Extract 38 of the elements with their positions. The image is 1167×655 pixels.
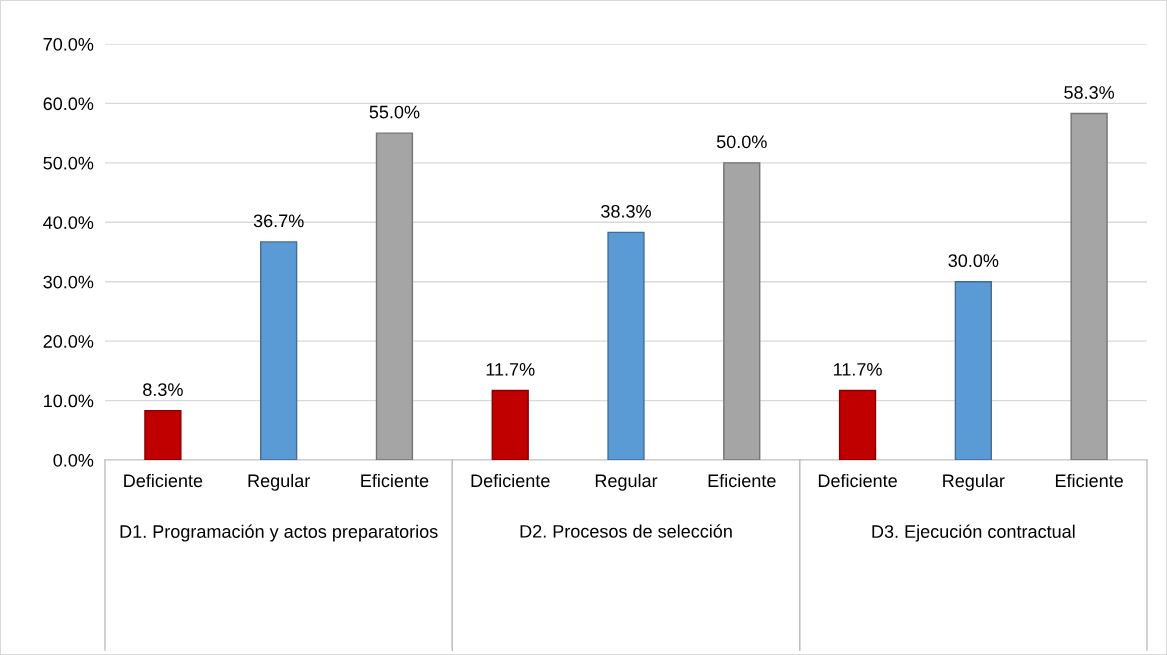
x-tick-label: Eficiente — [708, 473, 776, 488]
y-tick-label: 30.0% — [43, 275, 94, 289]
x-tick-label: Regular — [248, 473, 310, 491]
data-label: 36.7% — [253, 214, 304, 228]
x-tick-label: Deficiente — [471, 473, 550, 488]
bar — [491, 389, 529, 460]
bar — [954, 281, 992, 460]
x-tick-label: Regular — [595, 473, 658, 491]
text: D2. Procesos de selección — [520, 524, 732, 538]
x-tick-label: Eficiente — [1055, 473, 1123, 488]
bar — [723, 162, 761, 460]
y-tick-label: 20.0% — [43, 335, 94, 348]
data-label: 11.7% — [486, 363, 535, 376]
y-tick-label: 0.0% — [53, 453, 94, 467]
bar — [607, 231, 645, 460]
y-tick-label: 40.0% — [43, 216, 94, 230]
data-label: 38.3% — [601, 204, 651, 218]
text: D1. Programación y actos preparatorios — [120, 524, 438, 542]
data-label: 58.3% — [1064, 86, 1115, 99]
y-tick-label: 60.0% — [43, 97, 94, 111]
data-label: 8.3% — [143, 383, 183, 396]
bar — [144, 409, 182, 460]
x-tick-label: Deficiente — [124, 473, 203, 488]
x-tick-label: Deficiente — [818, 473, 897, 488]
x-tick-label: Eficiente — [361, 473, 429, 488]
data-label: 11.7% — [834, 363, 882, 376]
bar — [375, 132, 414, 460]
y-tick-label: 10.0% — [44, 394, 94, 408]
bar — [260, 241, 298, 460]
bar — [1070, 112, 1108, 460]
data-label: 50.0% — [716, 135, 767, 149]
y-tick-label: 50.0% — [43, 156, 94, 170]
x-tick-label: Regular — [943, 473, 1005, 491]
bar — [838, 389, 877, 460]
data-label: 55.0% — [369, 105, 420, 119]
text: D3. Ejecución contractual — [872, 524, 1075, 542]
y-tick-label: 70.0% — [43, 37, 94, 51]
data-label: 30.0% — [948, 254, 999, 268]
